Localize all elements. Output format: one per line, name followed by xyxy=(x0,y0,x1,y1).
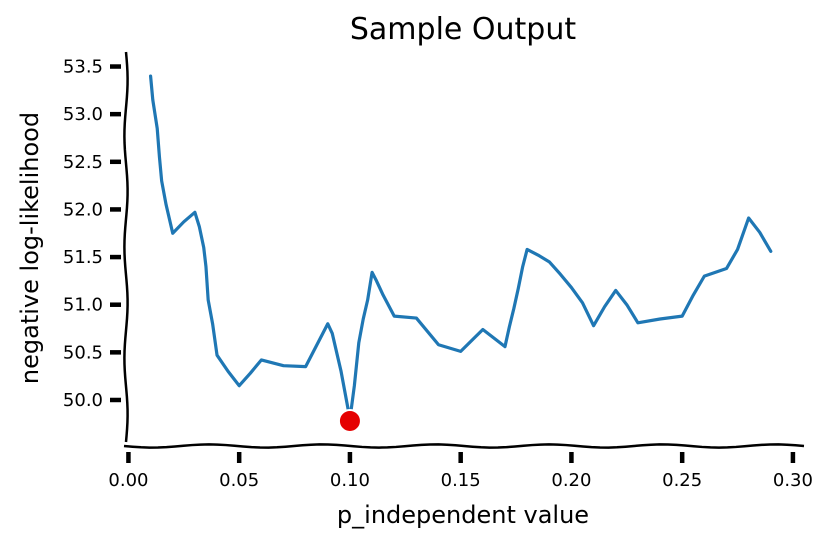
x-axis-label: p_independent value xyxy=(337,501,589,529)
x-axis-line xyxy=(123,443,805,449)
y-tick-label: 51.0 xyxy=(63,295,103,316)
y-tick-label: 53.0 xyxy=(63,104,103,125)
x-tick-label: 0.00 xyxy=(108,470,148,491)
y-tick-label: 52.0 xyxy=(63,199,103,220)
y-tick-label: 51.5 xyxy=(63,247,103,268)
x-tick-label: 0.05 xyxy=(219,470,259,491)
y-tick-label: 52.5 xyxy=(63,152,103,173)
x-tick-label: 0.10 xyxy=(330,470,370,491)
y-tick-label: 50.0 xyxy=(63,390,103,411)
y-tick-label: 50.5 xyxy=(63,342,103,363)
x-tick-label: 0.15 xyxy=(441,470,481,491)
minimum-marker xyxy=(337,408,362,433)
chart-title: Sample Output xyxy=(350,12,576,47)
marker-layer xyxy=(337,408,362,433)
y-tick-label: 53.5 xyxy=(63,57,103,78)
series-line xyxy=(148,74,773,421)
series-halo xyxy=(147,72,775,423)
y-axis-line xyxy=(123,51,129,443)
x-tick-label: 0.30 xyxy=(773,470,813,491)
y-axis-label: negative log-likelihood xyxy=(16,112,44,384)
x-tick-label: 0.20 xyxy=(551,470,591,491)
x-tick-label: 0.25 xyxy=(662,470,702,491)
ticks: 50.0 50.5 51.0 51.5 52.0 52.5 53.0 53.5 0.00 0.05… xyxy=(63,57,813,491)
series-layer xyxy=(147,72,775,423)
axes xyxy=(123,51,805,449)
